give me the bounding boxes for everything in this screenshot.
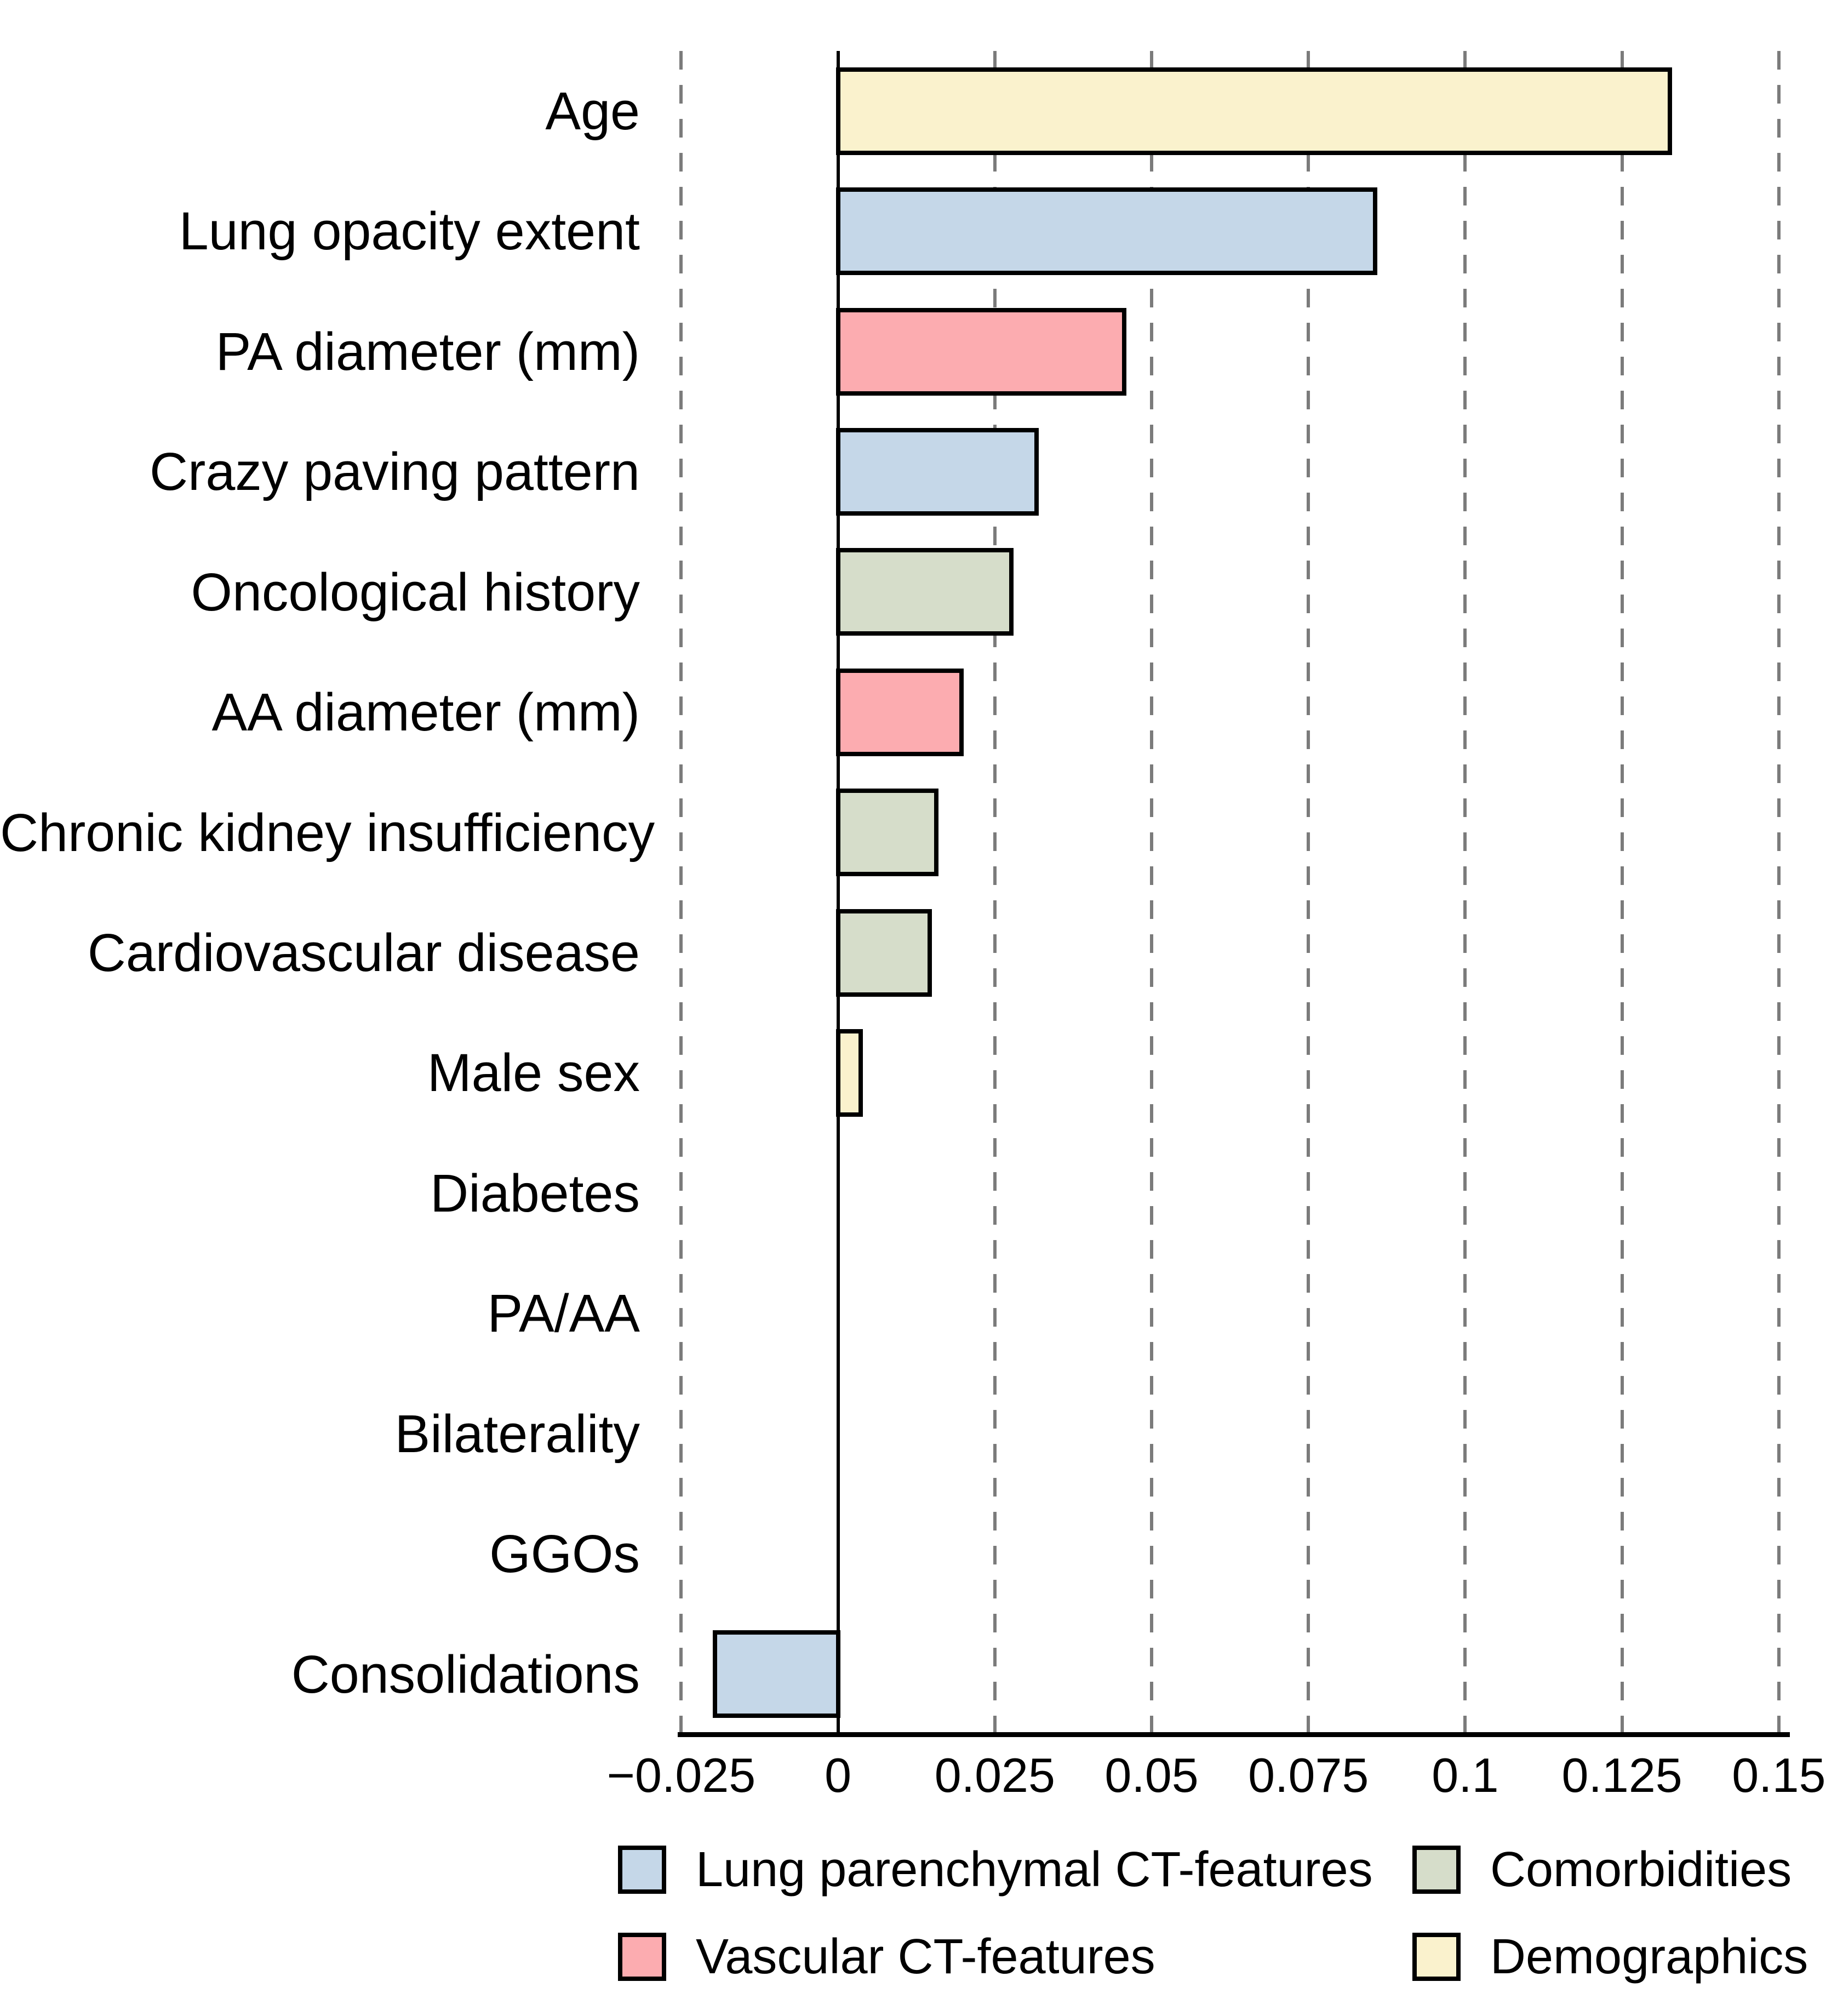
category-label-diabetes: Diabetes bbox=[430, 1163, 640, 1223]
bar-aa-diameter-mm bbox=[835, 668, 964, 756]
bar-consolidations bbox=[712, 1630, 840, 1718]
category-label-oncological-history: Oncological history bbox=[191, 562, 640, 622]
x-tick-label-0.05: 0.05 bbox=[1104, 1748, 1199, 1802]
category-label-male-sex: Male sex bbox=[427, 1043, 640, 1103]
gridline-0.05 bbox=[1150, 51, 1154, 1734]
legend-label-vascular-ct-features: Vascular CT-features bbox=[696, 1929, 1155, 1984]
x-tick-label--0.025: −0.025 bbox=[606, 1748, 756, 1802]
legend-label-comorbidities: Comorbidities bbox=[1490, 1842, 1792, 1897]
category-label-crazy-paving-pattern: Crazy paving pattern bbox=[149, 442, 640, 502]
category-label-pa-aa: PA/AA bbox=[487, 1283, 640, 1344]
category-label-cardiovascular-disease: Cardiovascular disease bbox=[87, 923, 640, 983]
category-label-age: Age bbox=[545, 81, 640, 141]
x-tick-label-0.125: 0.125 bbox=[1561, 1748, 1682, 1802]
category-label-pa-diameter-mm: PA diameter (mm) bbox=[215, 321, 640, 381]
legend-swatch-vascular-ct-features bbox=[618, 1933, 666, 1981]
gridline--0.025 bbox=[679, 51, 683, 1734]
x-tick-label-0: 0 bbox=[825, 1748, 852, 1802]
x-axis-line bbox=[678, 1732, 1790, 1737]
zero-axis-line bbox=[836, 51, 840, 1734]
gridline-0.125 bbox=[1620, 51, 1624, 1734]
plot-area bbox=[678, 51, 1790, 1737]
bar-crazy-paving-pattern bbox=[835, 428, 1039, 516]
gridline-0.025 bbox=[993, 51, 997, 1734]
bar-lung-opacity-extent bbox=[835, 187, 1378, 276]
x-tick-label-0.15: 0.15 bbox=[1732, 1748, 1826, 1802]
category-label-consolidations: Consolidations bbox=[291, 1644, 640, 1704]
bar-chronic-kidney-insufficiency bbox=[835, 789, 938, 877]
bar-age bbox=[835, 67, 1673, 155]
legend-label-lung-parenchymal-ct-features: Lung parenchymal CT-features bbox=[696, 1842, 1373, 1897]
x-tick-label-0.025: 0.025 bbox=[934, 1748, 1055, 1802]
category-label-bilaterality: Bilaterality bbox=[394, 1403, 640, 1464]
bar-pa-diameter-mm bbox=[835, 307, 1127, 396]
legend-label-demographics: Demographics bbox=[1490, 1929, 1808, 1984]
category-label-ggos: GGOs bbox=[489, 1524, 640, 1584]
x-tick-label-0.1: 0.1 bbox=[1432, 1748, 1499, 1802]
legend-swatch-comorbidities bbox=[1412, 1846, 1461, 1894]
bar-male-sex bbox=[835, 1029, 863, 1117]
category-label-aa-diameter-mm: AA diameter (mm) bbox=[211, 682, 640, 743]
category-label-chronic-kidney-insufficiency: Chronic kidney insufficiency bbox=[0, 802, 655, 863]
category-label-lung-opacity-extent: Lung opacity extent bbox=[179, 201, 640, 261]
x-tick-label-0.075: 0.075 bbox=[1248, 1748, 1369, 1802]
gridline-0.075 bbox=[1307, 51, 1310, 1734]
bar-cardiovascular-disease bbox=[835, 909, 932, 997]
legend-swatch-demographics bbox=[1412, 1933, 1461, 1981]
gridline-0.15 bbox=[1777, 51, 1781, 1734]
legend-swatch-lung-parenchymal-ct-features bbox=[618, 1846, 666, 1894]
bar-oncological-history bbox=[835, 548, 1014, 636]
gridline-0.1 bbox=[1463, 51, 1467, 1734]
